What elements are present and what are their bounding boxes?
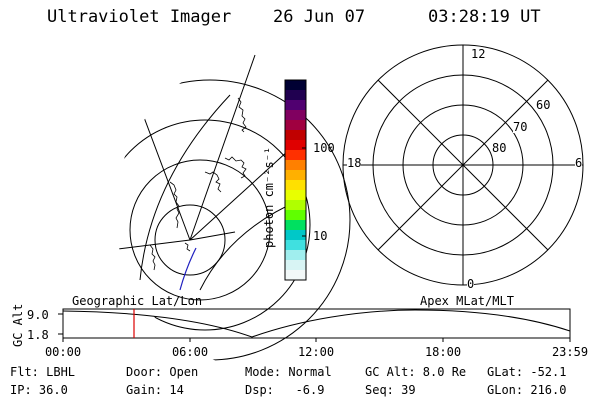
coastline <box>169 181 180 229</box>
colorbar-segment <box>285 190 306 201</box>
coastline <box>237 97 247 133</box>
time-tick-label: 06:00 <box>171 345 209 359</box>
coastline <box>149 244 156 271</box>
mlt-label-midnight: 0 <box>467 277 475 291</box>
lat-label-70: 70 <box>513 120 528 134</box>
altitude-plot-frame <box>62 308 571 339</box>
lat-label-60: 60 <box>536 98 551 112</box>
colorbar-segment <box>285 80 306 91</box>
colorbar-segment <box>285 210 306 221</box>
apex-mlat-mlt-label: Apex MLat/MLT <box>420 294 514 308</box>
info-glon: GLon: 216.0 <box>487 383 567 397</box>
colorbar-segment <box>285 220 306 231</box>
lat-label-80: 80 <box>492 141 507 155</box>
colorbar-tick-label: 10 <box>313 229 328 243</box>
meridian-line <box>189 54 256 241</box>
colorbar-segment <box>285 100 306 111</box>
colorbar-frame <box>284 79 307 281</box>
colorbar-segment <box>285 240 306 251</box>
meridian-line <box>189 231 236 241</box>
colorbar-segment <box>285 140 306 151</box>
time-tick-label: 18:00 <box>424 345 462 359</box>
mlt-label-dusk: 18 <box>347 156 362 170</box>
geographic-latlon-label: Geographic Lat/Lon <box>72 294 203 308</box>
latitude-circle <box>129 159 271 301</box>
meridian-line <box>189 139 301 241</box>
info-seq: Seq: 39 <box>365 383 416 397</box>
info-gain: Gain: 14 <box>126 383 184 397</box>
info-dsp: Dsp: -6.9 <box>245 383 325 397</box>
instrument-title: Ultraviolet Imager <box>47 7 232 27</box>
colorbar-segment <box>285 150 306 161</box>
info-gc-alt: GC Alt: 8.0 Re <box>365 365 467 379</box>
colorbar-segment <box>285 110 306 121</box>
coastline <box>184 242 191 252</box>
time-label: 03:28:19 UT <box>428 7 541 27</box>
coastline <box>204 171 222 193</box>
latitude-circle <box>154 204 226 276</box>
colorbar-segment <box>285 260 306 271</box>
colorbar-tick-label: 100 <box>313 141 335 155</box>
info-ip: IP: 36.0 <box>10 383 68 397</box>
info-filter: Flt: LBHL <box>10 365 76 379</box>
meridian-line <box>139 94 231 281</box>
mlt-label-noon: 12 <box>471 47 486 61</box>
altitude-curve <box>62 309 571 338</box>
alt-tick-high: 9.0 <box>27 308 49 322</box>
mlt-label-dawn: 6 <box>575 156 583 170</box>
date-label: 26 Jun 07 <box>273 7 366 27</box>
coastline <box>224 156 247 179</box>
colorbar-segment <box>285 90 306 101</box>
info-door: Door: Open <box>126 365 199 379</box>
info-mode: Mode: Normal <box>245 365 332 379</box>
alt-tick-low: 1.8 <box>27 328 49 342</box>
time-tick-label: 23:59 <box>551 345 589 359</box>
colorbar-segment <box>285 250 306 261</box>
colorbar-segment <box>285 270 306 281</box>
info-glat: GLat: -52.1 <box>487 365 567 379</box>
colorbar-segment <box>285 120 306 131</box>
colorbar-segment <box>285 160 306 171</box>
colorbar-segment <box>285 170 306 181</box>
colorbar-segment <box>285 180 306 191</box>
colorbar-segment <box>285 230 306 241</box>
colorbar-segment <box>285 200 306 211</box>
time-tick-label: 00:00 <box>44 345 82 359</box>
mlt-line-diagonal <box>377 79 549 251</box>
latitude-circle <box>115 119 311 331</box>
orbit-track <box>179 247 197 291</box>
time-tick-label: 12:00 <box>297 345 335 359</box>
colorbar-segment <box>285 130 306 141</box>
